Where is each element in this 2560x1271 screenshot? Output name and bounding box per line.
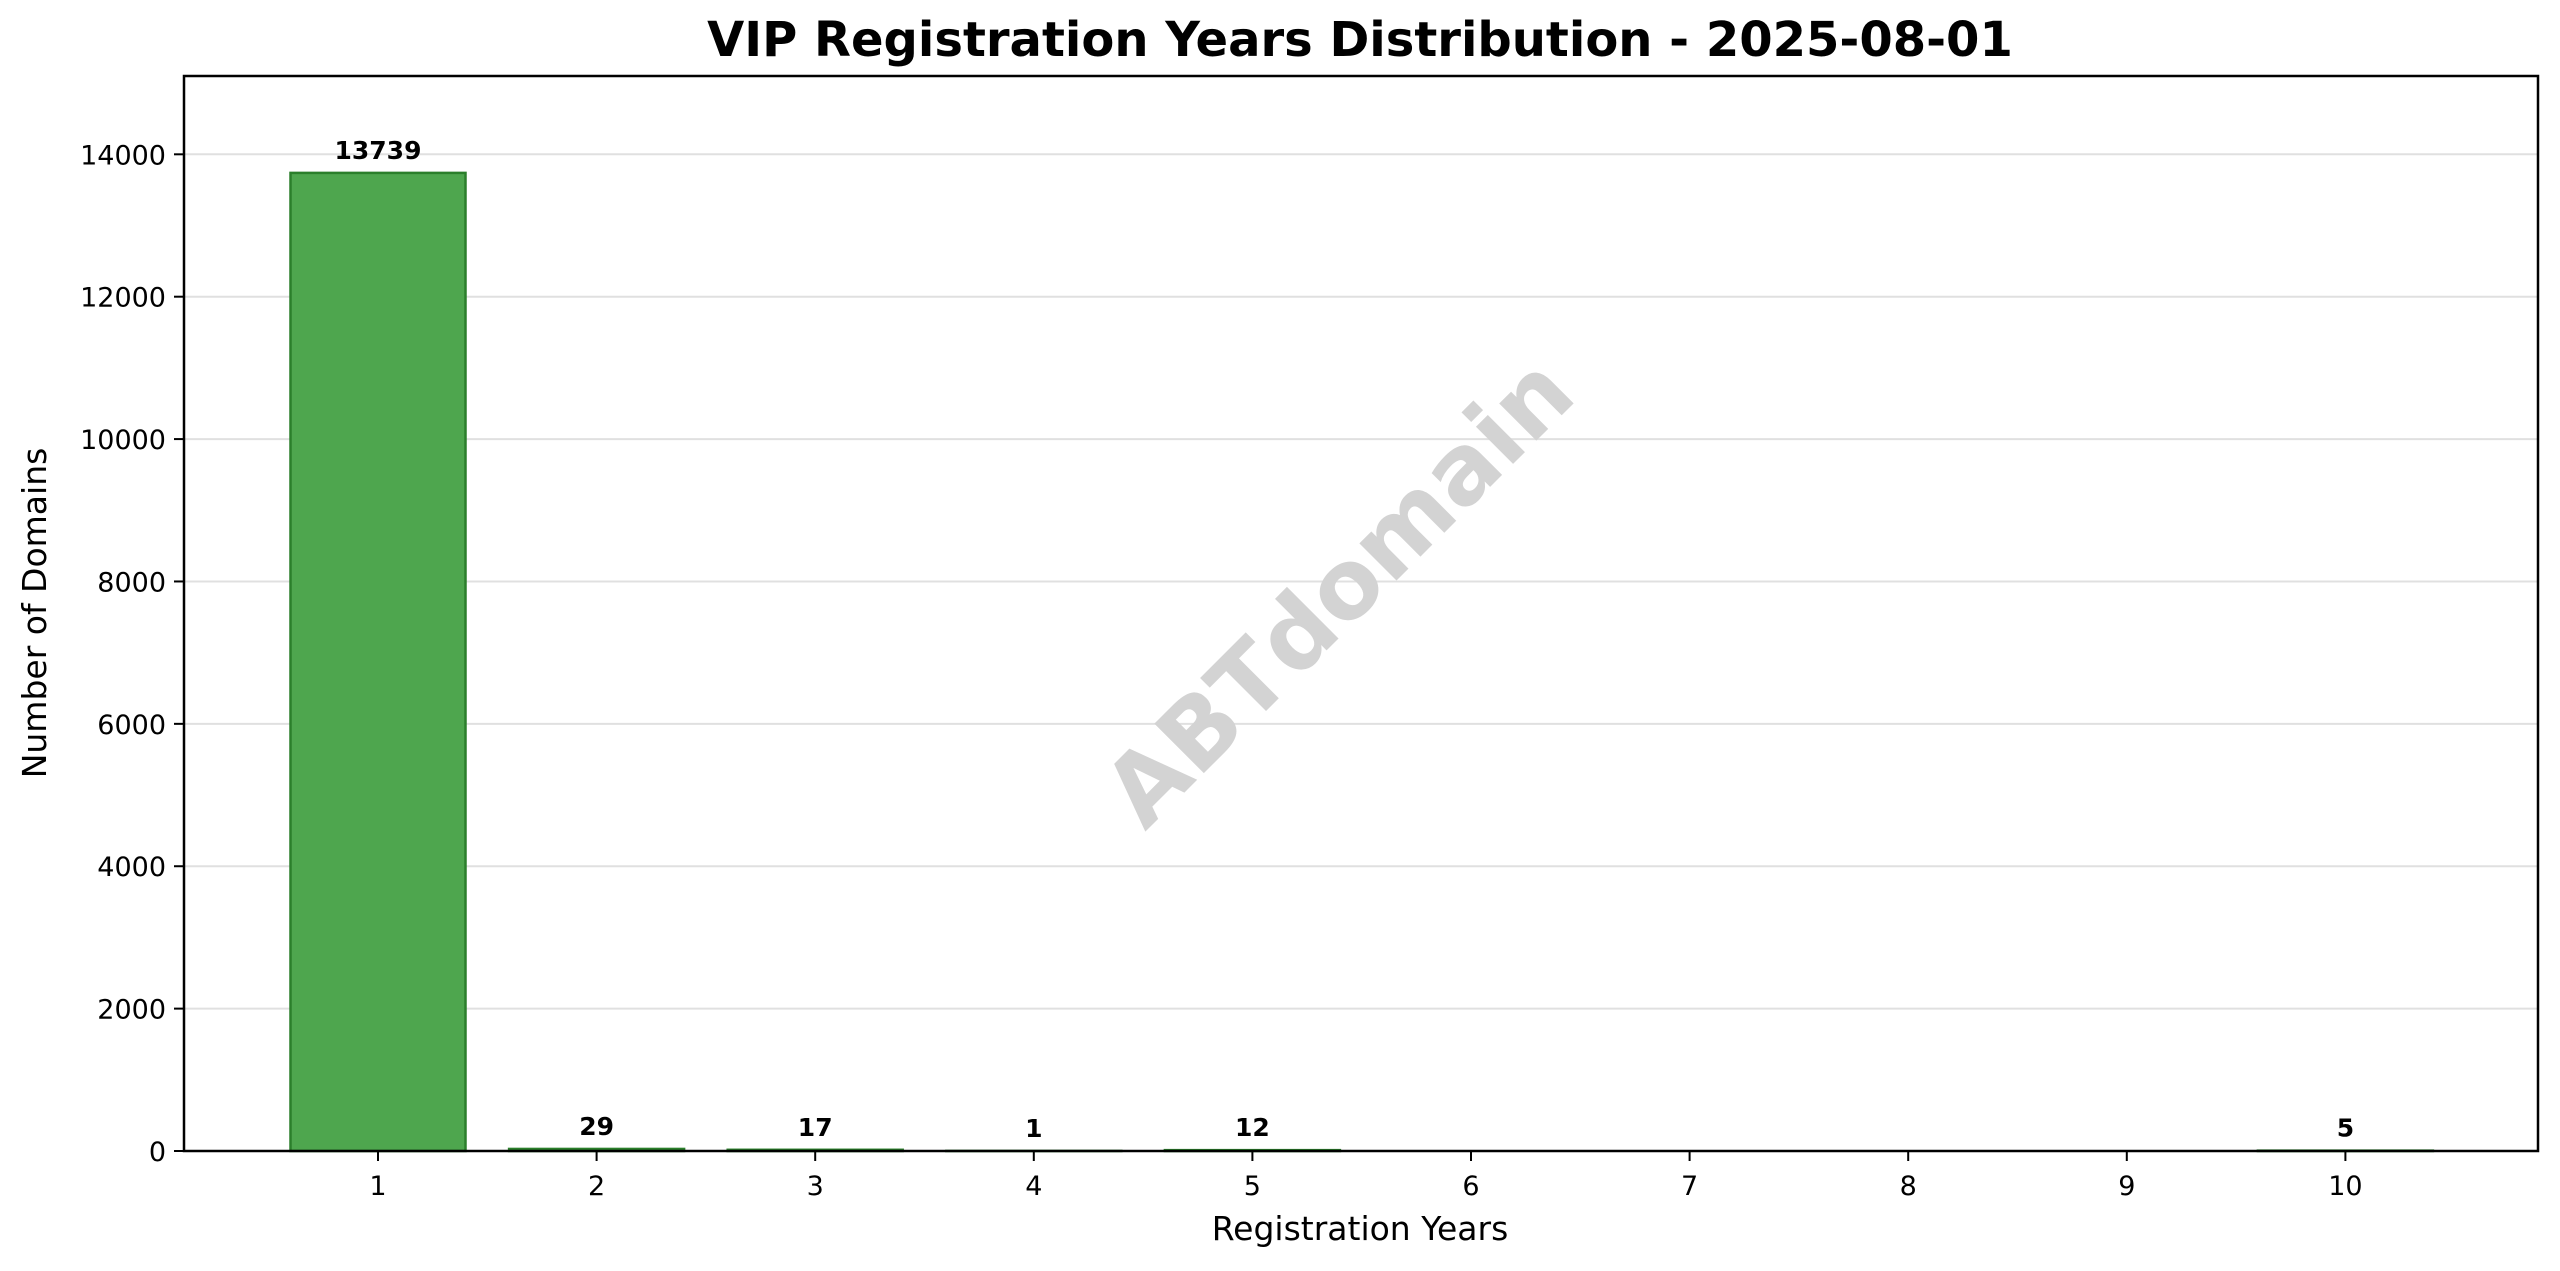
- plot-frame: [182, 74, 2540, 1153]
- x-axis-ticks: 1 2 3 4 5 6 7 8 9 10: [369, 1151, 2363, 1202]
- data-label-1: 13739: [335, 136, 422, 165]
- y-tick-label: 6000: [97, 710, 166, 741]
- x-tick-label: 2: [588, 1171, 605, 1202]
- data-label-4: 1: [1025, 1114, 1042, 1143]
- y-axis-ticks: 0 2000 4000 6000 8000 10000 12000 14000: [80, 140, 184, 1168]
- y-tick-label: 10000: [80, 425, 166, 456]
- y-tick-label: 8000: [97, 567, 166, 598]
- bar-1: [289, 171, 467, 1153]
- x-tick-label: 8: [1900, 1171, 1917, 1202]
- y-axis-label: Number of Domains: [15, 448, 54, 779]
- y-tick-label: 14000: [80, 140, 166, 171]
- data-label-3: 17: [798, 1113, 833, 1142]
- x-tick-label: 9: [2118, 1171, 2135, 1202]
- y-tick-label: 4000: [97, 852, 166, 883]
- data-label-10: 5: [2337, 1114, 2354, 1143]
- y-tick-label: 12000: [80, 283, 166, 314]
- x-tick-label: 10: [2328, 1171, 2362, 1202]
- data-label-5: 12: [1235, 1113, 1270, 1142]
- x-tick-label: 7: [1681, 1171, 1698, 1202]
- x-axis-label: Registration Years: [1212, 1209, 1509, 1248]
- data-labels: 13739 29 17 1 12 5: [335, 136, 2355, 1143]
- x-tick-label: 3: [807, 1171, 824, 1202]
- x-tick-label: 5: [1244, 1171, 1261, 1202]
- data-label-2: 29: [579, 1112, 614, 1141]
- y-tick-label: 2000: [97, 995, 166, 1026]
- x-tick-label: 6: [1462, 1171, 1479, 1202]
- chart-title: VIP Registration Years Distribution - 20…: [707, 12, 2013, 68]
- x-tick-label: 4: [1025, 1171, 1042, 1202]
- y-tick-label: 0: [149, 1137, 166, 1168]
- x-tick-label: 1: [369, 1171, 386, 1202]
